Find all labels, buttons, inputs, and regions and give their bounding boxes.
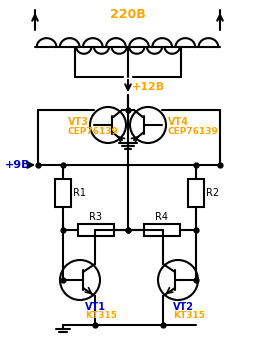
Text: R4: R4 — [155, 212, 168, 222]
Text: VT2: VT2 — [173, 302, 194, 312]
Text: VT4: VT4 — [168, 117, 189, 127]
Text: CEP76139: CEP76139 — [168, 127, 219, 136]
Bar — [78, 224, 113, 236]
Text: R3: R3 — [89, 212, 102, 222]
Text: 220B: 220B — [110, 8, 146, 21]
Text: VT1: VT1 — [85, 302, 106, 312]
Bar — [188, 178, 204, 206]
Text: VT3: VT3 — [68, 117, 89, 127]
Text: R1: R1 — [73, 188, 86, 198]
Text: +9B: +9B — [5, 160, 30, 170]
Text: KT315: KT315 — [173, 311, 205, 320]
Text: KT315: KT315 — [85, 311, 117, 320]
Bar — [55, 178, 71, 206]
Text: +12B: +12B — [132, 82, 165, 92]
Bar — [144, 224, 180, 236]
Text: R2: R2 — [206, 188, 219, 198]
Text: CEP76139: CEP76139 — [68, 127, 119, 136]
